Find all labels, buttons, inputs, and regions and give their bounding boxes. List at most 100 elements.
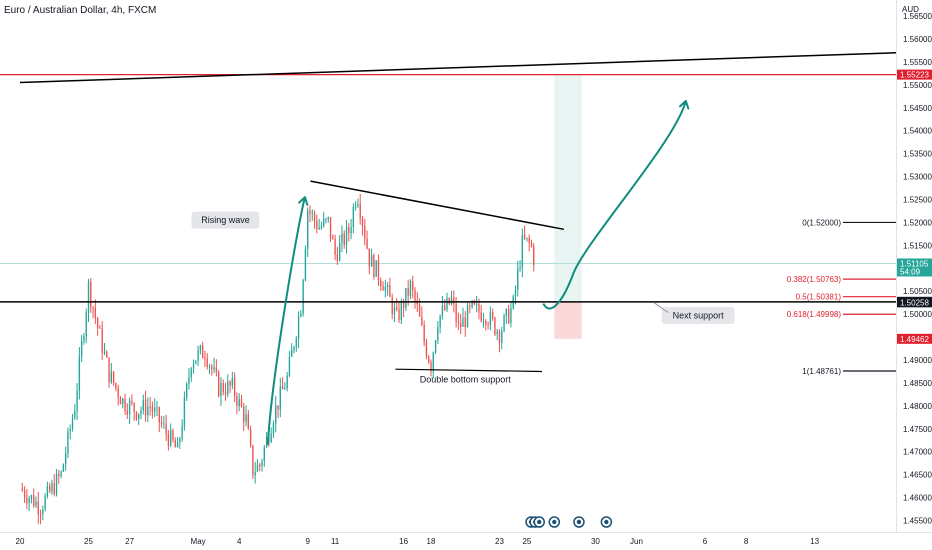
candle-body (135, 411, 138, 420)
candle-body (115, 383, 117, 388)
candle-body (421, 316, 423, 326)
annotation-label: Rising wave (201, 215, 250, 225)
price-tag (897, 258, 932, 277)
annotation-connector (653, 302, 669, 313)
candles-layer (21, 194, 535, 525)
candle-body (505, 308, 508, 316)
candle-body (510, 307, 512, 324)
candle-body (21, 488, 23, 491)
candle-body (334, 239, 336, 255)
event-icon-dot (552, 519, 557, 525)
time-tick-label: 8 (744, 537, 749, 546)
candle-body (478, 303, 480, 313)
time-tick-label: 6 (703, 537, 708, 546)
projection-arrowhead (679, 99, 690, 110)
candle-body (160, 422, 163, 424)
candle-body (199, 345, 202, 351)
candle-body (446, 298, 448, 310)
candle-body (348, 227, 350, 234)
candle-body (158, 407, 160, 423)
candle-body (259, 464, 261, 467)
event-icons[interactable] (525, 516, 613, 528)
candle-body (108, 357, 110, 383)
candle-body (359, 203, 361, 219)
annotation-label: Double bottom support (420, 374, 512, 384)
price-tag-label: 1.51105 (900, 259, 929, 268)
candle-body (432, 352, 434, 372)
candle-body (55, 473, 58, 495)
candle-body (325, 218, 327, 220)
double-bottom-line (395, 368, 542, 373)
candle-body (354, 205, 357, 207)
candle-body (425, 342, 428, 357)
event-icon-dot (604, 519, 609, 525)
candle-body (256, 464, 259, 472)
price-tick-label: 1.52000 (903, 218, 932, 227)
price-tick-label: 1.51500 (903, 241, 932, 250)
rising-wave-arrow (266, 196, 306, 445)
candle-body (514, 289, 517, 297)
candle-body (69, 428, 71, 431)
candle-body (300, 313, 302, 317)
time-tick-label: Jun (630, 537, 643, 546)
candle-body (30, 495, 33, 499)
price-tag-label: 1.49462 (900, 335, 929, 344)
candle-body (119, 397, 122, 405)
candle-body (318, 227, 320, 230)
candle-body (247, 414, 250, 429)
price-tick-label: 1.48500 (903, 379, 932, 388)
candle-body (227, 381, 229, 395)
candle-body (491, 311, 494, 318)
candle-body (377, 260, 380, 281)
candle-body (496, 331, 498, 335)
candle-body (35, 501, 37, 507)
candle-body (402, 301, 405, 308)
price-tick-label: 1.47500 (903, 425, 932, 434)
price-tick-label: 1.47000 (903, 448, 932, 457)
chart-title: Euro / Australian Dollar, 4h, FXCM (4, 5, 156, 16)
candle-body (437, 327, 439, 341)
candle-body (140, 410, 142, 414)
candle-body (144, 399, 147, 416)
candle-body (64, 453, 67, 465)
candle-body (62, 464, 65, 472)
candle-body (386, 285, 389, 287)
fibonacci-layer: 0(1.52000) 0.382(1.50763) 0.5(1.50381) 0.61… (787, 218, 896, 376)
candle-body (329, 217, 332, 238)
candle-body (345, 227, 348, 245)
candle-body (128, 400, 131, 415)
triangle-top-line (310, 180, 565, 231)
candle-body (154, 407, 156, 412)
candle-body (407, 288, 409, 296)
candle-body (281, 386, 284, 390)
candle-body (366, 239, 368, 249)
candle-body (373, 255, 375, 277)
fib-level-label: 0.5(1.50381) (796, 293, 842, 302)
candle-body (521, 234, 524, 268)
candle-body (106, 351, 108, 358)
candle-body (341, 233, 343, 243)
candle-body (327, 217, 329, 219)
candle-body (53, 483, 55, 495)
candle-body (482, 320, 485, 322)
candle-body (167, 433, 170, 446)
candle-body (364, 226, 366, 240)
candle-body (215, 367, 218, 373)
candle-body (380, 280, 382, 287)
price-tick-label: 1.48000 (903, 402, 932, 411)
price-tick-label: 1.46500 (903, 471, 932, 480)
candle-body (382, 286, 384, 291)
candle-body (466, 305, 469, 328)
candle-body (23, 490, 26, 498)
candle-body (74, 411, 76, 419)
candle-body (185, 383, 188, 398)
candle-body (453, 297, 455, 304)
price-tick-label: 1.54000 (903, 127, 932, 136)
candle-body (240, 398, 243, 407)
candle-body (489, 311, 492, 326)
time-axis[interactable]: 20 25 27 May 4 9 11 16 18 23 25 30 Jun 6 8 13 (16, 537, 820, 546)
candle-body (286, 375, 288, 389)
candle-body (503, 315, 505, 331)
candle-body (71, 418, 74, 429)
